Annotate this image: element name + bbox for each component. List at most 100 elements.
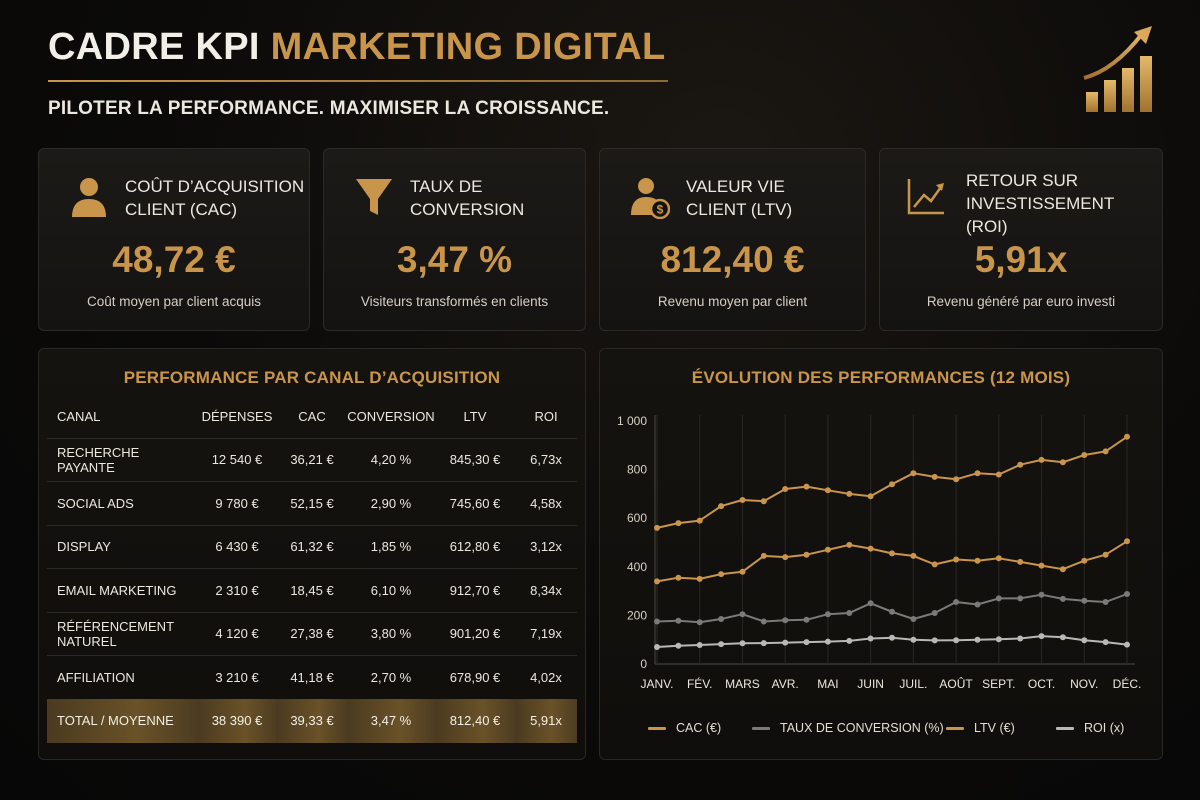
x-tick-label: JUIL.	[899, 677, 927, 691]
kpi-description: Revenu généré par euro investi	[926, 294, 1116, 309]
data-point	[782, 617, 789, 624]
table-cell: RÉFÉRENCEMENT NATUREL	[47, 611, 197, 656]
table-cell: 6 430 €	[197, 524, 277, 569]
data-point	[782, 554, 789, 561]
data-point	[718, 641, 725, 648]
y-tick-label: 200	[627, 608, 647, 622]
data-point	[974, 601, 981, 608]
data-point	[1124, 433, 1130, 440]
x-tick-label: NOV.	[1070, 677, 1098, 691]
data-point	[995, 555, 1002, 562]
table-row: RÉFÉRENCEMENT NATUREL 4 120 €27,38 €3,80 …	[47, 611, 577, 656]
data-point	[696, 619, 703, 626]
data-point	[1017, 595, 1024, 602]
total-cell: 5,91x	[515, 699, 577, 743]
total-cell: 39,33 €	[277, 699, 347, 743]
kpi-label: RETOUR SUR INVESTISSEMENT (ROI)	[966, 171, 1114, 236]
data-point	[718, 503, 725, 510]
data-point	[824, 487, 831, 494]
kpi-label: VALEUR VIE CLIENT (LTV)	[686, 177, 793, 219]
x-tick-label: DÉC.	[1113, 676, 1142, 691]
channel-performance-panel: PERFORMANCE PAR CANAL D’ACQUISITION CANA…	[38, 348, 586, 760]
data-point	[995, 595, 1002, 602]
data-point	[1081, 557, 1088, 564]
data-point	[760, 498, 767, 505]
y-tick-label: 600	[627, 511, 647, 525]
data-point	[654, 644, 660, 650]
page-title: CADRE KPI MARKETING DIGITAL	[48, 24, 668, 70]
data-point	[654, 618, 660, 625]
kpi-value: 3,47 %	[396, 239, 513, 280]
table-cell: 7,19x	[515, 611, 577, 656]
funnel-icon	[356, 179, 392, 215]
total-cell: 3,47 %	[347, 699, 435, 743]
data-point	[739, 497, 746, 503]
table-cell: 4,20 %	[347, 437, 435, 482]
user-money-icon: $	[631, 178, 670, 219]
table-row: RECHERCHE PAYANTE 12 540 €36,21 €4,20 % 84…	[47, 437, 577, 482]
data-point	[995, 636, 1002, 643]
legend-item: CAC (€)	[648, 721, 721, 735]
data-point	[718, 571, 725, 578]
table-cell: 6,10 %	[347, 568, 435, 612]
data-point	[1017, 635, 1024, 642]
data-point	[675, 617, 682, 624]
table-cell: 41,18 €	[277, 655, 347, 699]
kpi-card-cac: COÛT D’ACQUISITION CLIENT (CAC) 48,72 € …	[38, 148, 310, 331]
table-cell: DISPLAY	[47, 524, 197, 569]
total-cell: 812,40 €	[435, 699, 515, 743]
kpi-card-ltv: $ VALEUR VIE CLIENT (LTV) 812,40 € Reven…	[599, 148, 866, 331]
data-point	[1081, 637, 1088, 644]
data-point	[1059, 566, 1066, 573]
kpi-description: Revenu moyen par client	[657, 294, 808, 309]
data-point	[803, 616, 810, 623]
kpi-value: 812,40 €	[660, 239, 805, 280]
title-underline	[48, 80, 668, 82]
data-point	[910, 636, 917, 643]
kpi-card-roi: RETOUR SUR INVESTISSEMENT (ROI) 5,91x Re…	[879, 148, 1163, 331]
trend-up-icon	[907, 179, 944, 215]
data-point	[1124, 591, 1130, 597]
data-point	[696, 575, 703, 582]
legend-swatch	[1056, 726, 1074, 730]
page-subtitle: PILOTER LA PERFORMANCE. MAXIMISER LA CRO…	[48, 98, 610, 119]
table-cell: 9 780 €	[197, 481, 277, 525]
kpi-card-conversion: TAUX DE CONVERSION 3,47 % Visiteurs tran…	[323, 148, 586, 331]
table-row: EMAIL MARKETING 2 310 €18,45 €6,10 % 912,7…	[47, 568, 577, 612]
table-cell: 61,32 €	[277, 524, 347, 569]
table-total-row: TOTAL / MOYENNE 38 390 €39,33 €3,47 % 812,…	[47, 699, 577, 743]
table-cell: SOCIAL ADS	[47, 481, 197, 525]
channel-table: CANAL DÉPENSES CAC CONVERSION LTV ROI RE…	[47, 396, 577, 743]
svg-text:$: $	[657, 203, 664, 217]
data-point	[696, 642, 703, 648]
table-cell: 4 120 €	[197, 611, 277, 656]
data-point	[846, 637, 853, 644]
data-point	[867, 493, 874, 500]
data-point	[974, 636, 981, 643]
data-point	[803, 483, 810, 490]
data-point	[867, 545, 874, 552]
data-point	[675, 520, 682, 527]
data-point	[995, 471, 1002, 478]
data-point	[846, 490, 853, 497]
x-tick-label: SEPT.	[982, 677, 1015, 691]
legend-swatch	[648, 726, 666, 730]
table-cell: 4,58x	[515, 481, 577, 525]
table-cell: 2 310 €	[197, 568, 277, 612]
data-point	[1081, 597, 1088, 604]
table-cell: 3,80 %	[347, 611, 435, 656]
column-header: DÉPENSES	[201, 409, 273, 425]
data-point	[1059, 595, 1066, 602]
table-cell: 4,02x	[515, 655, 577, 699]
table-title: PERFORMANCE PAR CANAL D’ACQUISITION	[123, 368, 501, 387]
title-part-1: CADRE KPI	[48, 26, 260, 68]
table-cell: 612,80 €	[435, 524, 515, 569]
data-point	[718, 616, 725, 622]
x-tick-label: JUIN	[857, 677, 884, 691]
data-point	[931, 473, 938, 480]
page-header: CADRE KPI MARKETING DIGITAL	[48, 24, 668, 82]
column-header: LTV	[463, 409, 487, 425]
legend-label: ROI (x)	[1084, 721, 1125, 735]
total-cell: TOTAL / MOYENNE	[47, 699, 197, 743]
table-cell: 845,30 €	[435, 437, 515, 482]
